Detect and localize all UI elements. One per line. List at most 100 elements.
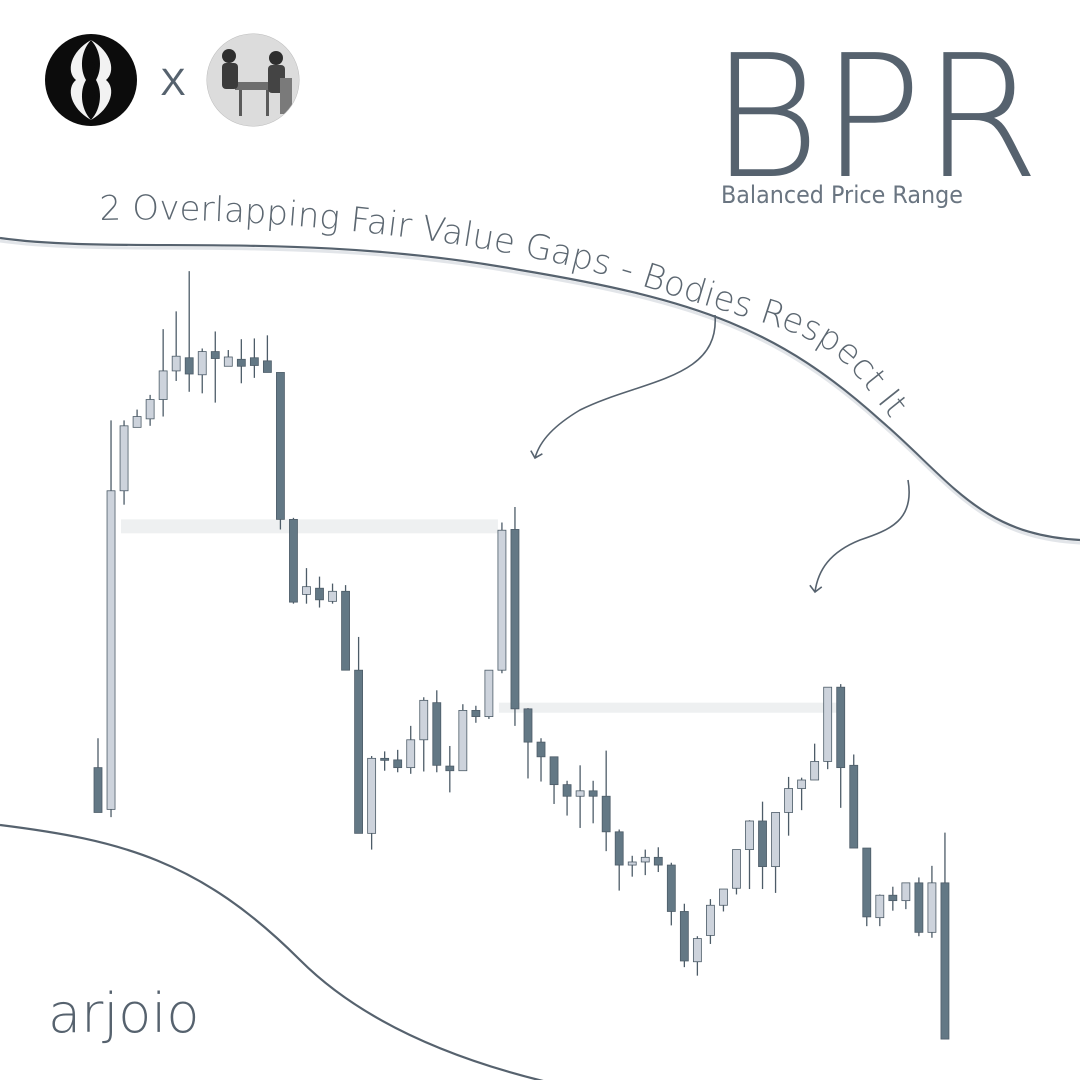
candle (484, 669, 494, 719)
candle (875, 894, 885, 927)
candle-body-bear (562, 784, 572, 797)
candle-body-bear (289, 518, 298, 603)
candle (419, 697, 429, 772)
candle-body-bear (940, 882, 950, 1040)
candle-body-bear (679, 911, 689, 962)
candle-body-bull (458, 710, 468, 772)
candle-body-bear (184, 357, 194, 375)
candle-body-bear (549, 756, 559, 786)
candle (380, 751, 390, 771)
candle (354, 636, 364, 834)
ornament-logo-icon (45, 34, 137, 126)
candle-body-bear (588, 790, 598, 797)
candle (614, 829, 624, 891)
candle-body-bear (432, 702, 442, 766)
candle-body-bear (836, 686, 846, 769)
candle-body-bear (601, 795, 611, 833)
candle (940, 832, 950, 1040)
candlestick-series (93, 271, 950, 1040)
candle (862, 847, 872, 927)
candle (367, 756, 377, 850)
candle (302, 568, 311, 604)
curve-annotation-text: 2 Overlapping Fair Value Gaps - Bodies R… (99, 188, 915, 424)
candle (562, 780, 572, 816)
candle (927, 865, 937, 938)
candle (445, 745, 455, 793)
candle (575, 765, 585, 828)
candle (901, 882, 911, 910)
candle (471, 705, 481, 723)
candle-body-bull (145, 399, 155, 420)
candle (719, 888, 728, 912)
candle (758, 801, 767, 890)
candle (849, 754, 859, 849)
candle-body-bull (132, 416, 142, 428)
candle (784, 776, 793, 836)
candle-body-bull (640, 856, 650, 863)
candle (223, 350, 233, 367)
candle-body-bear (523, 708, 533, 743)
candle-body-bear (236, 358, 246, 367)
fvg-zones (121, 519, 837, 713)
candle (666, 862, 676, 926)
candle-body-bull (810, 761, 820, 781)
candle-body-bull (901, 882, 911, 902)
candle (315, 576, 324, 608)
candle (184, 271, 194, 392)
candle (601, 750, 611, 852)
bottom-wave-curve (0, 823, 544, 1080)
candle (810, 743, 820, 781)
candle (197, 348, 207, 394)
candle-body-bull (419, 699, 429, 741)
logo-separator: X (160, 62, 185, 104)
candle (341, 585, 350, 671)
candle-body-bull (484, 669, 494, 717)
candle-body-bull (367, 757, 377, 834)
candle-body-bear (849, 764, 859, 849)
candle-body-bull (223, 356, 233, 367)
candle (888, 886, 898, 911)
candle-body-bear (666, 864, 676, 912)
candle (171, 311, 181, 381)
candle (627, 855, 637, 877)
candle (732, 849, 741, 895)
fvg-zone-1 (121, 519, 498, 534)
candle (497, 522, 507, 674)
candle-body-bear (210, 351, 220, 359)
candle (797, 777, 807, 811)
candle (132, 409, 142, 428)
brand-name: arjoio (48, 982, 199, 1045)
candle (210, 331, 220, 403)
candle-body-bear (758, 820, 767, 868)
candle-body-bull (875, 894, 885, 919)
candle (771, 812, 780, 893)
candle (236, 339, 246, 384)
candle-body-bull (745, 820, 754, 851)
candle-body-bull (706, 904, 715, 936)
candle (158, 329, 168, 417)
fvg-zone-2 (498, 702, 837, 713)
candle-body-bull (302, 586, 311, 595)
candle-body-bull (719, 888, 728, 906)
candle-body-bear (445, 765, 455, 772)
candle (679, 903, 689, 968)
candle-body-bear (510, 529, 520, 710)
candle-body-bear (249, 357, 259, 366)
candle-body-bull (497, 529, 507, 671)
candle (289, 517, 298, 604)
candle (653, 847, 663, 873)
candle-body-bull (823, 686, 833, 762)
candle (914, 877, 924, 937)
candle (458, 704, 468, 772)
candle (145, 394, 155, 426)
candle (836, 684, 846, 808)
candle-body-bull (575, 790, 585, 797)
candle-body-bear (341, 590, 350, 671)
candle (106, 420, 116, 818)
candle-body-bull (171, 355, 181, 372)
candle-body-bull (328, 590, 337, 602)
candle-body-bear (315, 587, 324, 601)
candle-body-bull (406, 739, 416, 769)
